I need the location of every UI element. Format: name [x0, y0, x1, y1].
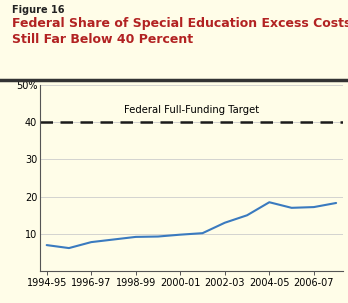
Text: Federal Share of Special Education Excess Costs
Still Far Below 40 Percent: Federal Share of Special Education Exces… [12, 17, 348, 46]
Text: Figure 16: Figure 16 [12, 5, 65, 15]
Text: Federal Full-Funding Target: Federal Full-Funding Target [124, 105, 259, 115]
